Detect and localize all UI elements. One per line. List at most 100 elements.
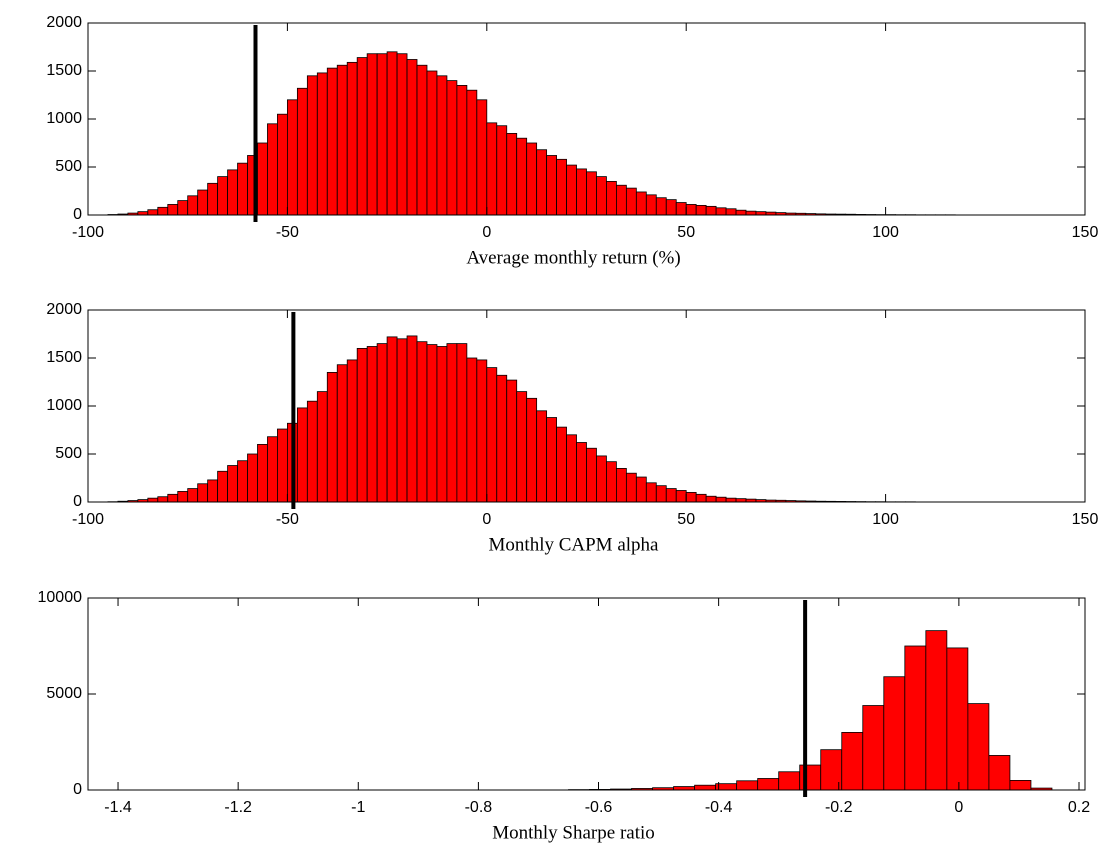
x-tick-label: 150 bbox=[1072, 511, 1099, 528]
bar bbox=[883, 676, 906, 791]
bar bbox=[506, 379, 518, 503]
bar bbox=[715, 207, 727, 216]
x-tick-label: 0 bbox=[482, 511, 491, 528]
bar bbox=[576, 168, 587, 216]
x-tick-label: -50 bbox=[276, 224, 299, 241]
bar bbox=[516, 391, 528, 503]
bar bbox=[217, 470, 228, 503]
bar bbox=[346, 359, 358, 503]
bar bbox=[296, 87, 308, 216]
bar bbox=[446, 80, 458, 216]
bar bbox=[735, 209, 747, 216]
bar bbox=[247, 453, 258, 503]
y-tick-label: 2000 bbox=[46, 14, 82, 31]
bar bbox=[506, 132, 518, 216]
bar bbox=[267, 123, 278, 216]
bar bbox=[406, 335, 418, 503]
bar bbox=[306, 400, 318, 503]
x-tick-label: -100 bbox=[72, 511, 104, 528]
bar bbox=[695, 493, 707, 503]
bar bbox=[376, 53, 388, 216]
bar bbox=[616, 467, 627, 503]
bar bbox=[326, 371, 338, 503]
x-tick-label: 100 bbox=[872, 511, 899, 528]
bar bbox=[665, 488, 677, 503]
bar bbox=[536, 149, 548, 216]
bar bbox=[645, 194, 657, 216]
bar bbox=[277, 428, 288, 503]
bar bbox=[296, 407, 308, 503]
bar bbox=[356, 57, 368, 216]
bar bbox=[456, 85, 468, 216]
bar bbox=[566, 164, 577, 216]
bar bbox=[596, 176, 607, 216]
bar bbox=[416, 341, 428, 503]
bar bbox=[316, 391, 328, 503]
bar bbox=[778, 771, 801, 791]
bar bbox=[725, 497, 737, 503]
bar bbox=[625, 187, 637, 216]
bar bbox=[446, 343, 458, 503]
bar bbox=[137, 211, 149, 216]
bar bbox=[167, 204, 179, 216]
bar bbox=[257, 142, 268, 216]
x-tick-label: 0 bbox=[954, 799, 963, 816]
bar bbox=[496, 374, 508, 503]
bar bbox=[673, 786, 696, 791]
bar bbox=[946, 647, 969, 791]
bar bbox=[227, 465, 238, 503]
bar bbox=[695, 204, 707, 216]
x-tick-label: -0.8 bbox=[465, 799, 493, 816]
bar bbox=[725, 208, 737, 216]
bar bbox=[426, 70, 438, 216]
bar bbox=[237, 460, 248, 503]
x-tick-label: 50 bbox=[677, 511, 695, 528]
bar bbox=[396, 53, 408, 216]
bar bbox=[257, 443, 268, 503]
bar bbox=[227, 169, 238, 216]
bar bbox=[326, 67, 338, 216]
bar bbox=[735, 498, 747, 503]
bar bbox=[655, 485, 667, 503]
bar bbox=[745, 210, 757, 216]
bar bbox=[207, 479, 219, 503]
bar bbox=[625, 472, 637, 503]
bar bbox=[336, 364, 348, 503]
bar bbox=[187, 488, 199, 503]
bar bbox=[967, 703, 990, 791]
bar bbox=[799, 764, 822, 791]
bar bbox=[406, 59, 418, 216]
bar bbox=[376, 343, 388, 503]
x-tick-label: 0.2 bbox=[1068, 799, 1090, 816]
bar bbox=[566, 434, 577, 503]
bar bbox=[596, 455, 607, 503]
x-tick-label: -0.6 bbox=[585, 799, 613, 816]
bar bbox=[694, 784, 717, 791]
bar bbox=[705, 205, 717, 216]
y-tick-label: 5000 bbox=[46, 685, 82, 702]
bar bbox=[366, 53, 378, 216]
bar bbox=[177, 491, 189, 503]
y-tick-label: 500 bbox=[55, 158, 82, 175]
bar bbox=[386, 336, 398, 503]
bar bbox=[386, 51, 398, 216]
y-tick-label: 10000 bbox=[38, 589, 83, 606]
bar bbox=[988, 755, 1011, 791]
bar bbox=[237, 162, 248, 216]
x-tick-label: -100 bbox=[72, 224, 104, 241]
bar bbox=[841, 732, 864, 791]
bar bbox=[476, 99, 488, 216]
y-tick-label: 0 bbox=[73, 781, 82, 798]
bar bbox=[416, 64, 428, 216]
bar bbox=[1009, 780, 1032, 791]
bar bbox=[516, 137, 528, 216]
bar bbox=[197, 189, 209, 216]
x-tick-label: -0.2 bbox=[825, 799, 853, 816]
bar bbox=[336, 64, 348, 216]
x-tick-label: -0.4 bbox=[705, 799, 733, 816]
x-tick-label: 50 bbox=[677, 224, 695, 241]
y-tick-label: 1000 bbox=[46, 397, 82, 414]
bar bbox=[147, 209, 159, 216]
x-tick-label: 0 bbox=[482, 224, 491, 241]
